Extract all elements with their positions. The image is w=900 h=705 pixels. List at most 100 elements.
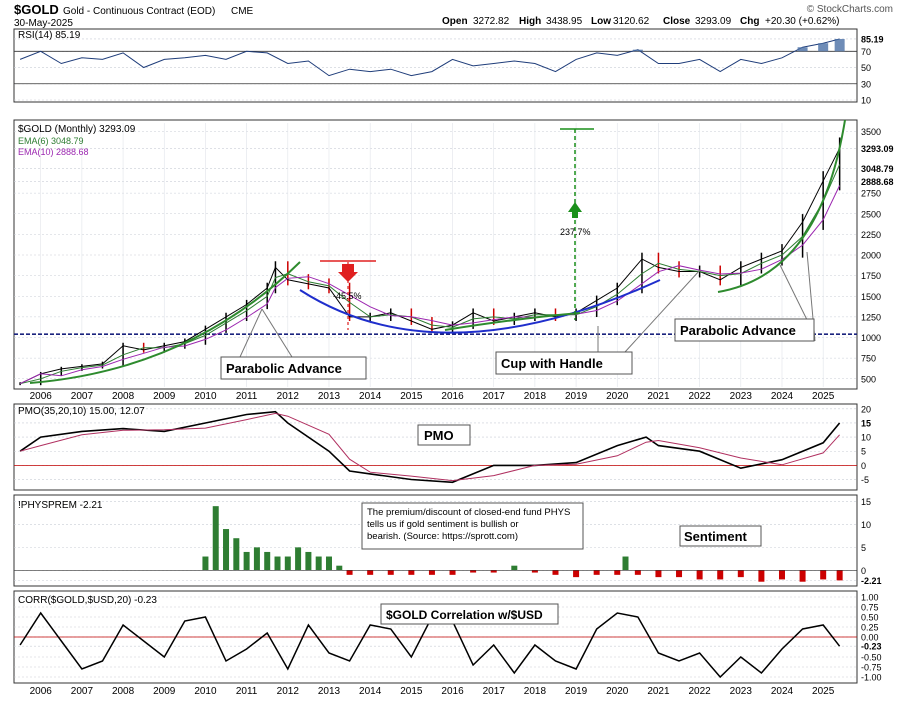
physprem-bar (449, 570, 456, 575)
pmo-y-tick: 15 (861, 418, 871, 428)
physprem-bar (253, 547, 260, 571)
symbol-title: $GOLD (14, 2, 59, 17)
corr-y-tick: 0.00 (861, 633, 879, 643)
annotation-connector (239, 308, 263, 358)
physprem-bar (778, 570, 785, 580)
x-tick-year: 2010 (194, 391, 217, 402)
annotation-cup-text: Cup with Handle (501, 356, 603, 371)
x-tick-year-bottom: 2006 (30, 686, 53, 697)
ema10-legend: EMA(10) 2888.68 (18, 147, 89, 157)
physprem-bar (836, 570, 843, 581)
physprem-bar (284, 556, 291, 571)
physprem-bar (346, 570, 353, 575)
pmo-y-tick: -5 (861, 475, 869, 485)
physprem-bar (614, 570, 621, 575)
x-tick-year-bottom: 2015 (400, 686, 423, 697)
x-tick-year-bottom: 2012 (277, 686, 300, 697)
chg-value: +20.30 (+0.62%) (765, 16, 840, 27)
pmo-y-tick: 10 (861, 433, 871, 443)
low-label: Low (591, 16, 611, 27)
x-tick-year-bottom: 2022 (689, 686, 712, 697)
x-tick-year-bottom: 2023 (730, 686, 753, 697)
physprem-bar (305, 551, 312, 571)
physprem-bar (717, 570, 724, 580)
physprem-bar (264, 551, 271, 571)
corr-label-box: $GOLD Correlation w/$USD (380, 603, 559, 625)
physprem-bar (202, 556, 209, 571)
watermark: © StockCharts.com (807, 4, 893, 15)
annotation-parabolic-right: Parabolic Advance (674, 318, 815, 342)
annotation-parabolic-left-text: Parabolic Advance (226, 361, 342, 376)
sentiment-label: Sentiment (684, 529, 748, 544)
physprem-bar (531, 570, 538, 573)
pmo-y-tick: 0 (861, 461, 866, 471)
price-line (19, 148, 841, 385)
close-label: Close (663, 16, 691, 27)
price-y-tick: 2250 (861, 230, 881, 240)
pmo-y-tick: 20 (861, 404, 871, 414)
x-tick-year: 2013 (318, 391, 341, 402)
physprem-bar (758, 570, 765, 582)
price-panel (13, 119, 858, 390)
x-tick-year: 2009 (153, 391, 176, 402)
sentiment-note-line: The premium/discount of closed-end fund … (367, 507, 570, 518)
rsi-y-tick: 50 (861, 63, 871, 73)
price-y-tick: 2500 (861, 209, 881, 219)
rsi-overbought-fill (834, 38, 845, 52)
sentiment-note: The premium/discount of closed-end fund … (367, 507, 570, 542)
annotation-parabolic-left: Parabolic Advance (220, 356, 367, 380)
rsi-line (19, 38, 840, 77)
rsi-overbought-fill (818, 43, 829, 52)
ema10-line (19, 185, 841, 385)
low-value: 3120.62 (613, 16, 650, 27)
x-tick-year: 2023 (730, 391, 753, 402)
corr-y-tick: 0.25 (861, 623, 879, 633)
annotation-connector (624, 269, 701, 353)
physprem-bar (315, 556, 322, 571)
rsi-y-tick: 85.19 (861, 34, 884, 44)
price-y-tick: 1500 (861, 292, 881, 302)
price-y-tick: 1750 (861, 271, 881, 281)
sentiment-label-box: Sentiment (679, 525, 762, 547)
physprem-bar (799, 570, 806, 582)
annotation-target-pct: 237.7% (560, 227, 591, 237)
price-y-tick: 2000 (861, 251, 881, 261)
physprem-bar (325, 556, 332, 571)
price-y-tick: 3048.79 (861, 164, 894, 174)
high-value: 3438.95 (546, 16, 583, 27)
date-label: 30-May-2025 (14, 18, 73, 29)
price-title: $GOLD (Monthly) 3293.09 (18, 124, 136, 135)
physprem-bar (634, 570, 641, 575)
rsi-y-tick: 30 (861, 79, 871, 89)
x-tick-year: 2018 (524, 391, 547, 402)
physprem-y-tick: 0 (861, 566, 866, 576)
x-tick-year-bottom: 2018 (524, 686, 547, 697)
corr-y-tick: -1.00 (861, 673, 882, 683)
physprem-bar (367, 570, 374, 575)
x-tick-year: 2012 (277, 391, 300, 402)
physprem-bar (696, 570, 703, 580)
ohlc-header: Open 3272.82 High 3438.95 Low 3120.62 Cl… (442, 16, 840, 27)
corr-y-tick: 1.00 (861, 593, 879, 603)
high-label: High (519, 16, 541, 27)
physprem-bar (408, 570, 415, 575)
x-tick-year: 2007 (71, 391, 94, 402)
x-tick-year: 2015 (400, 391, 423, 402)
price-y-tick: 500 (861, 374, 876, 384)
annotation-connector (261, 308, 293, 358)
x-tick-year: 2011 (236, 391, 258, 402)
x-tick-year: 2008 (112, 391, 135, 402)
corr-title: CORR($GOLD,$USD,20) -0.23 (18, 595, 157, 606)
physprem-bar (655, 570, 662, 578)
corr-y-tick: -0.50 (861, 653, 882, 663)
x-tick-year-bottom: 2008 (112, 686, 135, 697)
physprem-bar (233, 538, 240, 571)
corr-y-tick: -0.75 (861, 663, 882, 673)
handle-arc (444, 312, 581, 331)
x-tick-year: 2024 (771, 391, 794, 402)
sentiment-note-line: bearish. (Source: https://sprott.com) (367, 531, 518, 542)
x-tick-year-bottom: 2017 (483, 686, 506, 697)
physprem-bar (676, 570, 683, 578)
sentiment-note-box: The premium/discount of closed-end fund … (361, 502, 584, 550)
x-tick-year: 2025 (812, 391, 835, 402)
